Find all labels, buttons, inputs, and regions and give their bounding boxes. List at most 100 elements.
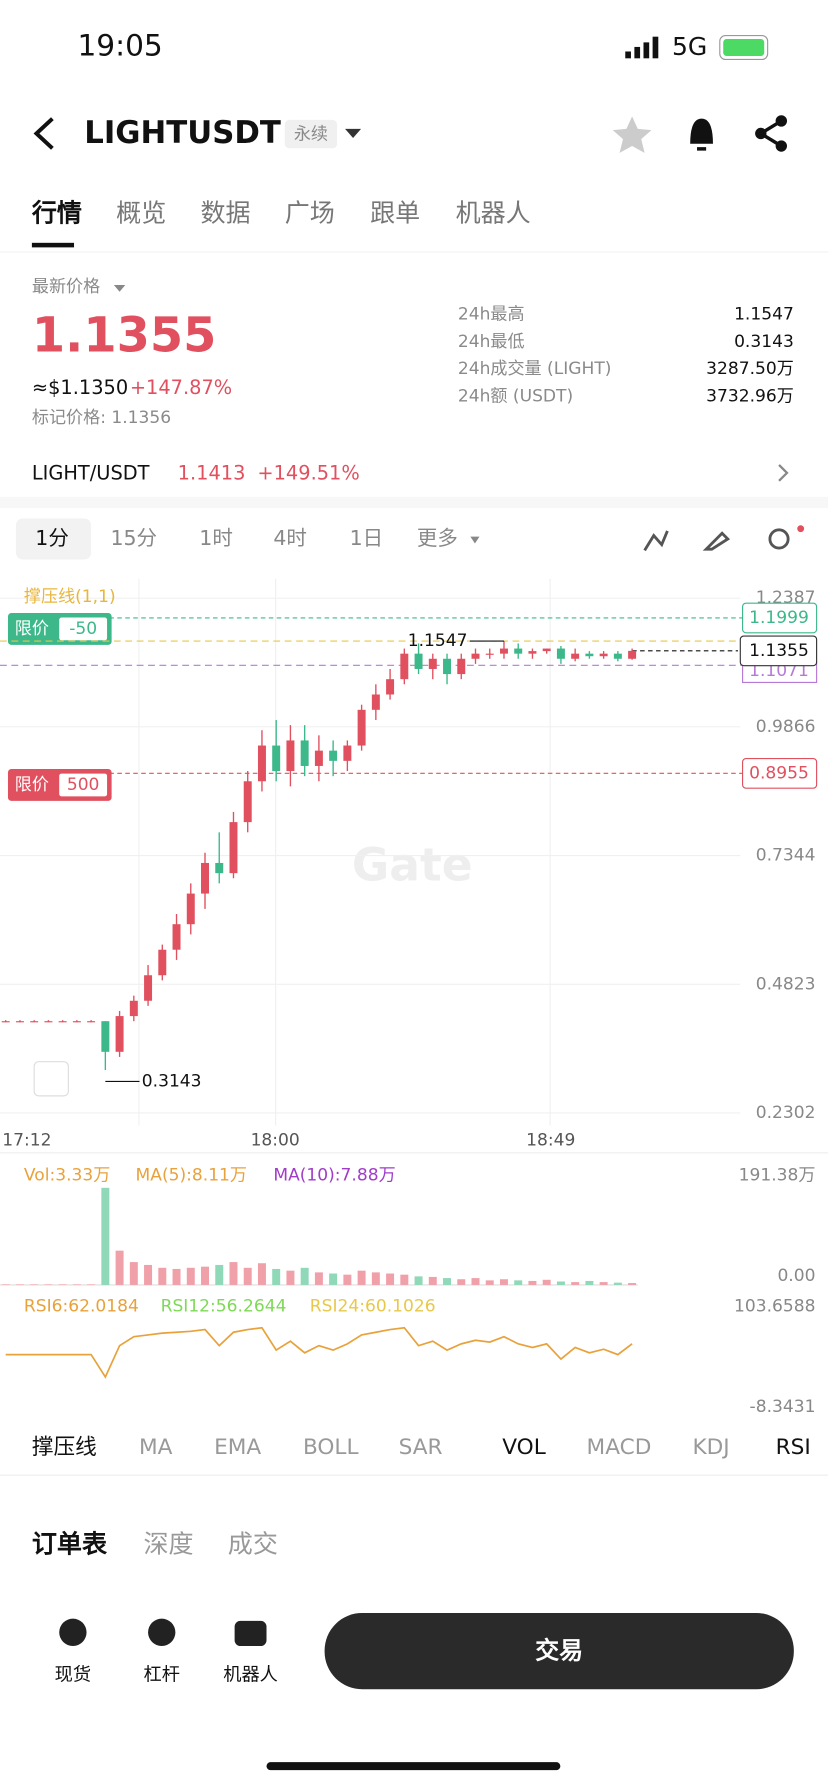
dropdown: [470, 536, 480, 544]
nav-item[interactable]: 杠杆: [144, 1665, 180, 1686]
tab[interactable]: 机器人: [456, 198, 531, 227]
volume-bar: [87, 1284, 96, 1285]
candle-body: [371, 694, 380, 710]
candle-body: [329, 750, 338, 761]
indicator-tab[interactable]: EMA: [214, 1435, 261, 1460]
tab[interactable]: 行情: [31, 198, 82, 227]
book-tab[interactable]: 成交: [228, 1530, 278, 1559]
candle-body: [599, 653, 608, 657]
volume-bar: [30, 1284, 39, 1285]
candle-body: [243, 781, 252, 823]
nav-item[interactable]: 现货: [55, 1665, 91, 1686]
indicator-tab[interactable]: MACD: [587, 1435, 652, 1460]
book-tab[interactable]: 订单表: [32, 1530, 108, 1559]
interval[interactable]: 更多: [417, 526, 458, 550]
rsi-tick: -8.3431: [750, 1397, 816, 1417]
volume-bar: [1, 1284, 10, 1285]
volume-bar: [201, 1266, 209, 1285]
tab[interactable]: 广场: [285, 198, 335, 227]
trade-button[interactable]: [324, 1612, 794, 1690]
volume-bar: [428, 1276, 437, 1285]
indicator-tab[interactable]: KDJ: [692, 1435, 729, 1460]
current-price: 1.1355: [749, 641, 809, 661]
back-button[interactable]: [33, 117, 54, 150]
volume-bar: [215, 1264, 224, 1285]
indicator-tab[interactable]: MA: [139, 1435, 173, 1460]
rsi-label: RSI12:56.2644: [161, 1297, 287, 1317]
mark-price: 标记价格: 1.1356: [32, 408, 171, 428]
candle-body: [414, 653, 423, 669]
candle-body: [115, 1016, 124, 1052]
volume-bar: [571, 1282, 580, 1285]
stat-label: 24h额 (USDT): [458, 387, 573, 407]
candle-body: [186, 893, 195, 925]
stat-value: 0.3143: [734, 332, 794, 352]
order-qty-bg: [59, 617, 108, 641]
candle-body: [72, 1021, 81, 1023]
candle-body: [400, 653, 409, 680]
candle-body: [229, 822, 238, 874]
volume-bar: [542, 1279, 551, 1285]
indicator-tab[interactable]: RSI: [776, 1435, 811, 1460]
candle-body: [101, 1021, 110, 1052]
tag-bg: [284, 119, 338, 149]
tab[interactable]: 数据: [200, 198, 250, 227]
interval[interactable]: 1日: [350, 526, 384, 550]
order-qty: -50: [69, 619, 97, 639]
volume-bar: [158, 1267, 167, 1285]
candle-body: [457, 658, 466, 675]
candle-body: [1, 1021, 10, 1023]
current-tag: [739, 635, 818, 667]
candle-body: [542, 648, 551, 652]
interval[interactable]: 15分: [110, 526, 157, 550]
candle-body: [443, 658, 452, 675]
dropdown[interactable]: [345, 128, 362, 139]
battery-level: [723, 38, 765, 57]
indicator-tab[interactable]: SAR: [399, 1435, 443, 1460]
stat-value: 3287.50万: [706, 359, 794, 379]
share-icon[interactable]: [755, 115, 787, 152]
candle-body: [129, 1000, 138, 1017]
indicator-tab[interactable]: VOL: [502, 1435, 545, 1460]
indicator-tab[interactable]: BOLL: [303, 1435, 359, 1460]
candle-body: [585, 653, 594, 657]
y-tick-label: 0.4823: [756, 974, 816, 994]
y-tick-label: 0.9866: [756, 717, 816, 737]
indicator-tab[interactable]: 撑压线: [32, 1435, 97, 1460]
volume-bar: [129, 1262, 138, 1285]
network: 5G: [672, 32, 707, 61]
tab[interactable]: 概览: [116, 198, 166, 227]
chart-tools[interactable]: [643, 528, 790, 552]
last-price: 1.1355: [32, 308, 217, 363]
tab[interactable]: 跟单: [370, 198, 420, 227]
spot-pair[interactable]: LIGHT/USDT: [32, 462, 150, 485]
stat-value: 1.1547: [734, 305, 794, 325]
book-tab[interactable]: 深度: [144, 1530, 194, 1559]
interval[interactable]: 1分: [35, 526, 69, 550]
volume-bar: [400, 1274, 409, 1285]
dropdown: [113, 284, 126, 292]
expand-button[interactable]: [33, 1061, 69, 1097]
trade-label[interactable]: 交易: [535, 1637, 583, 1665]
volume-bar: [613, 1282, 622, 1285]
usd-price: ≈$1.1350: [32, 376, 128, 399]
divider: [0, 496, 828, 509]
candle-body: [471, 653, 480, 659]
candle-body: [428, 658, 437, 669]
interval[interactable]: 1时: [199, 526, 233, 550]
volume-bar: [144, 1264, 153, 1285]
bell-icon[interactable]: [690, 118, 713, 151]
volume-bar: [556, 1281, 565, 1285]
volume-bar: [72, 1284, 81, 1285]
pair-title: LIGHTUSDT: [84, 115, 281, 151]
interval[interactable]: 4时: [273, 526, 307, 550]
order-price-tag: [742, 602, 818, 634]
candle-body: [628, 650, 637, 659]
star-icon[interactable]: [612, 116, 652, 153]
interval-selected[interactable]: [15, 518, 92, 560]
candle-body: [499, 648, 508, 654]
volume-bar: [15, 1284, 24, 1285]
badge: [797, 525, 805, 533]
nav-item[interactable]: 机器人: [223, 1665, 278, 1686]
